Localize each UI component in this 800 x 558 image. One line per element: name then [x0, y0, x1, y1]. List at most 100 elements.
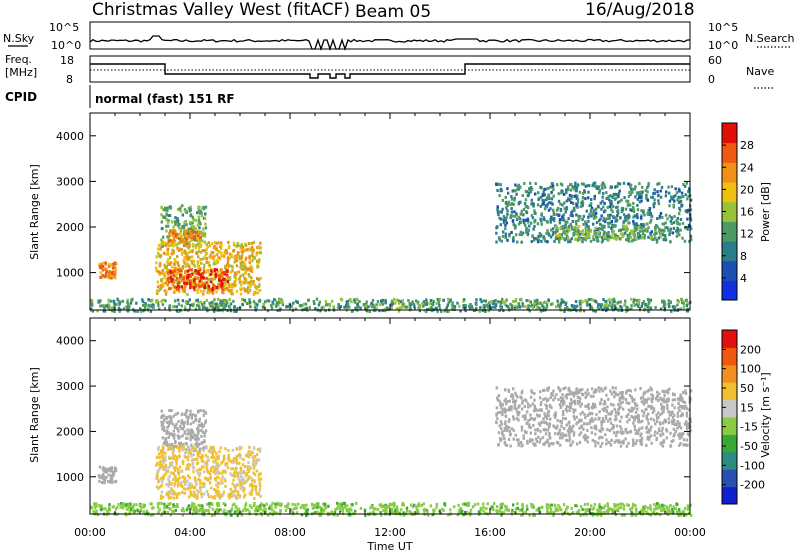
range-cell	[617, 403, 619, 406]
range-cell	[568, 406, 570, 409]
range-cell	[685, 392, 687, 395]
range-cell	[543, 188, 545, 191]
range-cell	[602, 408, 604, 411]
range-cell	[573, 188, 575, 191]
range-cell	[406, 507, 408, 510]
range-cell	[653, 419, 655, 422]
range-cell	[618, 229, 620, 232]
range-cell	[184, 483, 186, 486]
range-cell	[658, 237, 660, 240]
range-cell	[656, 241, 658, 244]
range-cell	[243, 277, 245, 280]
range-cell	[672, 305, 674, 308]
range-cell	[157, 304, 159, 307]
range-cell	[271, 301, 273, 304]
range-cell	[603, 217, 605, 220]
range-cell	[222, 278, 224, 281]
range-cell	[99, 305, 101, 308]
range-cell	[610, 208, 612, 211]
range-cell	[579, 397, 581, 400]
range-cell	[630, 430, 632, 433]
range-cell	[251, 477, 253, 480]
range-cell	[531, 391, 533, 394]
range-cell	[592, 395, 594, 398]
range-cell	[598, 191, 600, 194]
range-cell	[526, 422, 528, 425]
range-cell	[647, 405, 649, 408]
range-cell	[668, 421, 670, 424]
range-cell	[587, 220, 589, 223]
range-cell	[657, 194, 659, 197]
range-cell	[670, 444, 672, 447]
range-cell	[108, 299, 110, 302]
range-cell	[634, 229, 636, 232]
range-cell	[660, 190, 662, 193]
range-cell	[497, 399, 499, 402]
range-cell	[177, 482, 179, 485]
range-cell	[512, 415, 514, 418]
range-cell	[436, 302, 438, 305]
range-cell	[562, 231, 564, 234]
range-cell	[559, 218, 561, 221]
range-cell	[607, 206, 609, 209]
range-cell	[275, 303, 277, 306]
range-cell	[571, 237, 573, 240]
range-cell	[218, 278, 220, 281]
range-cell	[624, 303, 626, 306]
range-cell	[620, 301, 622, 304]
range-cell	[108, 503, 110, 506]
range-cell	[580, 413, 582, 416]
range-cell	[537, 198, 539, 201]
range-cell	[198, 278, 200, 281]
range-cell	[502, 199, 504, 202]
range-cell	[587, 196, 589, 199]
range-cell	[184, 285, 186, 288]
range-cell	[179, 208, 181, 211]
range-cell	[602, 420, 604, 423]
range-cell	[520, 221, 522, 224]
range-cell	[191, 222, 193, 225]
range-cell	[587, 414, 589, 417]
range-cell	[228, 495, 230, 498]
range-cell	[213, 461, 215, 464]
range-cell	[200, 435, 202, 438]
range-cell	[548, 234, 550, 237]
range-cell	[659, 413, 661, 416]
range-cell	[206, 257, 208, 260]
range-cell	[160, 300, 162, 303]
range-cell	[259, 485, 261, 488]
range-cell	[184, 306, 186, 309]
range-cell	[359, 307, 361, 310]
range-cell	[602, 225, 604, 228]
range-cell	[640, 226, 642, 229]
range-cell	[618, 412, 620, 415]
range-cell	[542, 443, 544, 446]
range-cell	[224, 447, 226, 450]
range-cell	[241, 254, 243, 257]
range-cell	[515, 193, 517, 196]
range-cell	[559, 234, 561, 237]
range-cell	[187, 455, 189, 458]
range-cell	[248, 446, 250, 449]
range-cell	[196, 252, 198, 255]
range-cell	[505, 206, 507, 209]
colorbar-swatch	[722, 123, 737, 143]
range-cell	[570, 214, 572, 217]
range-cell	[673, 221, 675, 224]
range-cell	[209, 254, 211, 257]
range-cell	[636, 408, 638, 411]
range-cell	[605, 442, 607, 445]
range-cell	[630, 298, 632, 301]
range-cell	[673, 200, 675, 203]
range-cell	[210, 469, 212, 472]
range-cell	[197, 454, 199, 457]
range-cell	[561, 190, 563, 193]
range-cell	[177, 471, 179, 474]
range-cell	[680, 414, 682, 417]
range-cell	[659, 421, 661, 424]
range-cell	[186, 442, 188, 445]
range-cell	[597, 303, 599, 306]
range-cell	[259, 242, 261, 245]
range-cell	[619, 216, 621, 219]
range-cell	[192, 436, 194, 439]
